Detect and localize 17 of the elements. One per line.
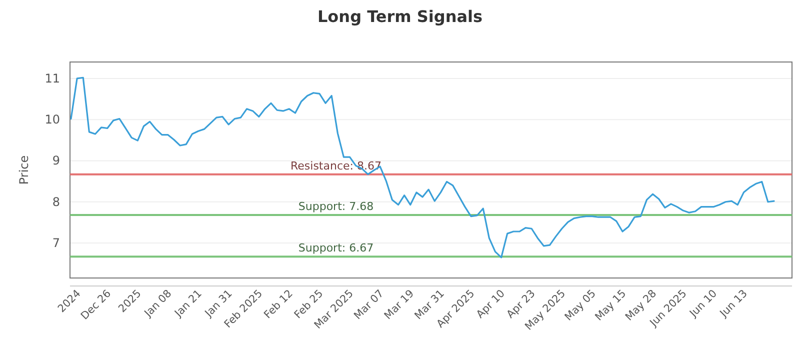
x-tick-label: Jan 21 [172, 288, 204, 320]
x-tick-label: Apr 10 [474, 288, 508, 321]
line-series [70, 76, 775, 258]
y-tick-label: 9 [52, 154, 60, 168]
x-tick-label: Jan 08 [142, 288, 174, 320]
y-tick-label: 7 [52, 236, 60, 250]
x-tick-label: Jun 10 [686, 288, 720, 320]
ref-line-label: Support: 6.67 [298, 242, 374, 255]
y-tick-label: 8 [52, 194, 60, 209]
y-tick-label: 10 [44, 112, 60, 127]
x-tick-label: Dec 26 [78, 287, 114, 322]
chart-title: Long Term Signals [317, 7, 483, 26]
x-tick-label: Jun 13 [717, 288, 750, 320]
y-axis-title: Price [17, 155, 31, 185]
y-tick-label: 11 [44, 71, 60, 86]
ref-line-label: Support: 7.68 [298, 200, 374, 214]
x-tick-label: Feb 12 [262, 288, 296, 322]
